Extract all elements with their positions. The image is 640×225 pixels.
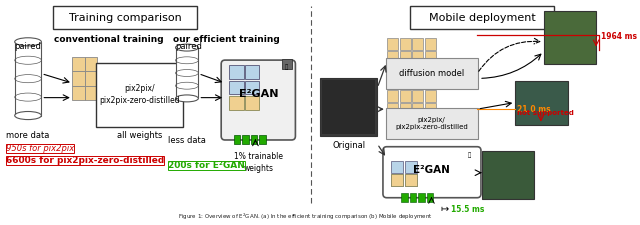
Text: all weights: all weights <box>116 131 162 140</box>
Text: Mobile deployment: Mobile deployment <box>429 13 535 23</box>
FancyBboxPatch shape <box>72 71 84 86</box>
FancyBboxPatch shape <box>251 135 257 144</box>
Text: 6600s for pix2pix-zero-distilled: 6600s for pix2pix-zero-distilled <box>6 156 164 165</box>
Text: pix2pix/
pix2pix-zero-distilled: pix2pix/ pix2pix-zero-distilled <box>395 117 468 130</box>
Text: Figure 1: Overview of E$^{2}$GAN. (a) In the efficient training comparison (b) M: Figure 1: Overview of E$^{2}$GAN. (a) In… <box>179 212 433 223</box>
Ellipse shape <box>15 112 42 119</box>
Text: paired: paired <box>175 42 202 51</box>
FancyBboxPatch shape <box>412 51 423 63</box>
FancyBboxPatch shape <box>515 81 568 125</box>
Text: pix2pix/
pix2pix-zero-distilled: pix2pix/ pix2pix-zero-distilled <box>99 84 180 105</box>
FancyBboxPatch shape <box>404 161 417 173</box>
Text: our efficient training: our efficient training <box>173 35 280 44</box>
FancyBboxPatch shape <box>391 174 403 187</box>
FancyBboxPatch shape <box>244 96 259 110</box>
FancyBboxPatch shape <box>400 103 411 115</box>
Text: diffusion model: diffusion model <box>399 69 464 78</box>
Text: paired: paired <box>15 42 42 51</box>
Text: more data: more data <box>6 131 50 140</box>
Text: 1% trainable
weights: 1% trainable weights <box>234 153 283 173</box>
FancyBboxPatch shape <box>244 81 259 94</box>
Text: ↦: ↦ <box>441 205 449 214</box>
Text: 21.0 ms: 21.0 ms <box>517 105 551 114</box>
FancyBboxPatch shape <box>72 86 84 100</box>
FancyBboxPatch shape <box>386 108 478 139</box>
Text: 1964 ms: 1964 ms <box>601 32 637 41</box>
Text: 200s for E²GAN: 200s for E²GAN <box>168 161 244 170</box>
FancyBboxPatch shape <box>387 90 399 102</box>
FancyBboxPatch shape <box>544 11 596 64</box>
FancyBboxPatch shape <box>386 58 478 89</box>
FancyBboxPatch shape <box>400 38 411 50</box>
Ellipse shape <box>175 44 198 51</box>
FancyBboxPatch shape <box>383 147 481 198</box>
Text: Training comparison: Training comparison <box>68 13 182 23</box>
FancyBboxPatch shape <box>404 174 417 187</box>
FancyBboxPatch shape <box>424 38 436 50</box>
FancyBboxPatch shape <box>15 42 42 115</box>
FancyBboxPatch shape <box>84 71 97 86</box>
FancyBboxPatch shape <box>322 80 375 134</box>
Text: 🔒: 🔒 <box>285 64 289 70</box>
Text: 15.5 ms: 15.5 ms <box>451 205 485 214</box>
FancyBboxPatch shape <box>282 59 292 69</box>
FancyBboxPatch shape <box>229 81 244 94</box>
FancyBboxPatch shape <box>412 103 423 115</box>
FancyBboxPatch shape <box>412 38 423 50</box>
Text: conventional training: conventional training <box>54 35 163 44</box>
Text: less data: less data <box>168 136 206 145</box>
Text: Original: Original <box>332 141 365 150</box>
FancyBboxPatch shape <box>387 103 399 115</box>
FancyBboxPatch shape <box>387 38 399 50</box>
FancyBboxPatch shape <box>242 135 249 144</box>
FancyBboxPatch shape <box>221 60 296 140</box>
FancyBboxPatch shape <box>84 57 97 71</box>
FancyBboxPatch shape <box>424 103 436 115</box>
FancyBboxPatch shape <box>391 174 403 187</box>
FancyBboxPatch shape <box>400 90 411 102</box>
FancyBboxPatch shape <box>412 90 423 102</box>
FancyBboxPatch shape <box>387 51 399 63</box>
FancyBboxPatch shape <box>401 193 408 202</box>
FancyBboxPatch shape <box>234 135 240 144</box>
FancyBboxPatch shape <box>229 65 244 79</box>
Text: not supported: not supported <box>517 110 574 116</box>
FancyBboxPatch shape <box>175 47 198 98</box>
FancyBboxPatch shape <box>424 51 436 63</box>
FancyBboxPatch shape <box>427 193 433 202</box>
FancyBboxPatch shape <box>84 86 97 100</box>
Text: 🔒: 🔒 <box>468 153 471 158</box>
Text: E²GAN: E²GAN <box>413 165 450 175</box>
FancyBboxPatch shape <box>410 6 554 29</box>
FancyBboxPatch shape <box>410 193 416 202</box>
FancyBboxPatch shape <box>72 57 84 71</box>
FancyBboxPatch shape <box>482 151 534 199</box>
FancyBboxPatch shape <box>418 193 425 202</box>
Ellipse shape <box>175 95 198 102</box>
FancyBboxPatch shape <box>320 78 377 136</box>
FancyBboxPatch shape <box>95 63 183 128</box>
FancyBboxPatch shape <box>52 6 197 29</box>
FancyBboxPatch shape <box>400 51 411 63</box>
FancyBboxPatch shape <box>229 96 244 110</box>
Text: E²GAN: E²GAN <box>239 89 278 99</box>
FancyBboxPatch shape <box>424 90 436 102</box>
FancyBboxPatch shape <box>259 135 266 144</box>
Ellipse shape <box>15 38 42 46</box>
Text: 950s for pix2pix: 950s for pix2pix <box>6 144 74 153</box>
FancyBboxPatch shape <box>404 174 417 187</box>
FancyBboxPatch shape <box>244 65 259 79</box>
FancyBboxPatch shape <box>391 161 403 173</box>
